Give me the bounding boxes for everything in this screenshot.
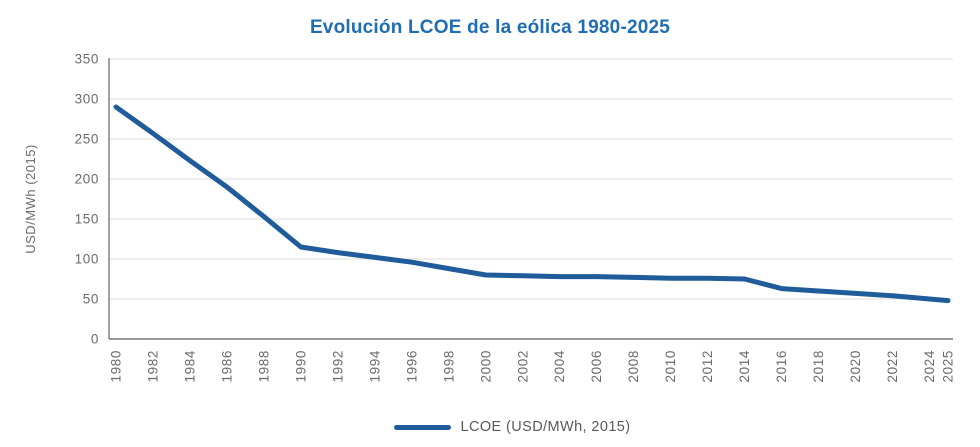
tick-labels: 0 50 100 150 200 250 300 350 1980 1982 1984 1986 198…: [75, 52, 956, 383]
x-tick-label: 2020: [848, 350, 863, 382]
y-tick-label: 100: [75, 252, 99, 267]
legend-line-swatch: [393, 424, 451, 430]
y-tick-label: 300: [75, 92, 99, 107]
x-tick-label: 2025: [941, 350, 956, 382]
chart-title: Evolución LCOE de la eólica 1980-2025: [309, 17, 671, 38]
x-tick-label: 2006: [589, 350, 604, 382]
x-tick-label: 1982: [145, 350, 160, 382]
x-tick-label: 1994: [367, 350, 382, 382]
x-tick-label: 1992: [330, 350, 345, 382]
lcoe-series: [113, 104, 951, 304]
lcoe-line: [113, 104, 951, 304]
legend-label: LCOE (USD/MWh, 2015): [460, 419, 631, 435]
y-tick-label: 200: [75, 172, 99, 187]
x-tick-label: 1986: [219, 350, 234, 382]
x-tick-label: 1998: [441, 350, 456, 382]
x-tick-label: 2000: [478, 350, 493, 382]
x-tick-label: 1984: [182, 350, 197, 382]
x-tick-label: 1988: [256, 350, 271, 382]
y-tick-label: 0: [91, 332, 99, 347]
x-tick-label: 2016: [774, 350, 789, 382]
x-tick-label: 2022: [885, 350, 900, 382]
x-tick-label: 1990: [293, 350, 308, 382]
x-tick-label: 2018: [811, 350, 826, 382]
y-tick-label: 350: [75, 52, 99, 67]
axes: [108, 58, 953, 340]
x-tick-label: 2010: [663, 350, 678, 382]
y-tick-label: 150: [75, 212, 99, 227]
line-chart: USD/MWh (2015) 0 50 100 150 200 250 300 350 1980…: [23, 52, 956, 383]
x-tick-label: 1980: [109, 350, 124, 382]
y-tick-label: 50: [83, 292, 99, 307]
x-tick-label: 2008: [626, 350, 641, 382]
x-tick-label: 2002: [515, 350, 530, 382]
x-tick-label: 2012: [700, 350, 715, 382]
y-axis-title: USD/MWh (2015): [23, 144, 38, 254]
y-tick-label: 250: [75, 132, 99, 147]
gridlines: [109, 58, 953, 300]
x-tick-label: 1996: [404, 350, 419, 382]
x-tick-label: 2014: [737, 350, 752, 382]
legend: LCOE (USD/MWh, 2015): [22, 419, 980, 435]
x-tick-label: 2004: [552, 350, 567, 382]
x-tick-label: 2024: [922, 350, 937, 382]
